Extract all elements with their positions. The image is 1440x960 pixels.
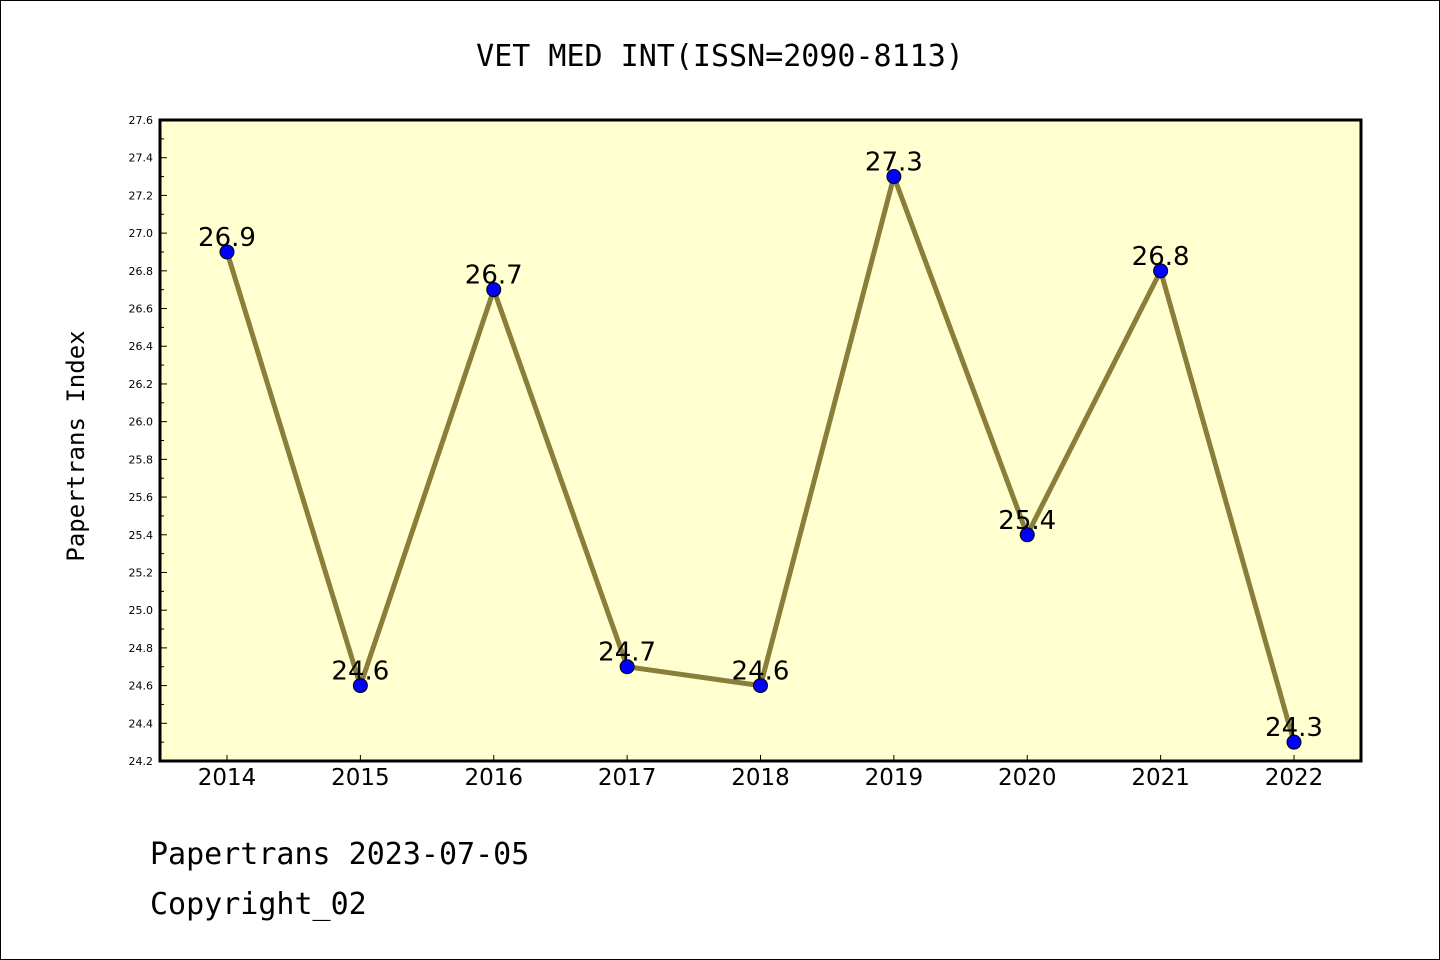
x-tick-label: 2018 [731, 765, 790, 791]
data-label: 25.4 [998, 506, 1056, 536]
data-label: 26.8 [1132, 242, 1190, 272]
data-label: 24.3 [1265, 713, 1323, 743]
footer-date: Papertrans 2023-07-05 [150, 837, 529, 872]
y-axis-label: Papertrans Index [62, 330, 90, 561]
y-tick-label: 24.4 [129, 717, 154, 730]
data-label: 24.6 [732, 657, 790, 687]
y-axis: 24.2 24.4 24.6 24.8 25.0 25.2 25.4 25.6 25.8 26.0… [129, 114, 167, 768]
x-tick-label: 2015 [331, 765, 390, 791]
data-label: 26.7 [465, 261, 523, 291]
y-tick-label: 26.8 [129, 265, 154, 278]
y-tick-label: 26.6 [129, 303, 154, 316]
y-tick-label: 26.4 [129, 340, 154, 353]
y-tick-label: 27.6 [129, 114, 154, 127]
data-labels: 26.9 24.6 26.7 24.7 24.6 27.3 25.4 26.8 24.3 [198, 148, 1323, 744]
y-tick-label: 24.2 [129, 755, 154, 768]
x-axis: 2014 2015 2016 2017 2018 2019 2020 2021 2022 [198, 755, 1324, 791]
x-tick-label: 2019 [865, 765, 924, 791]
data-point [753, 678, 768, 694]
y-tick-label: 25.2 [129, 566, 154, 579]
data-point [1019, 527, 1035, 543]
data-point [219, 244, 235, 260]
x-tick-label: 2016 [464, 765, 523, 791]
x-tick-label: 2022 [1265, 765, 1324, 791]
y-tick-label: 25.8 [129, 453, 154, 466]
y-tick-label: 27.2 [129, 189, 154, 202]
data-label: 24.6 [331, 657, 389, 687]
y-tick-label: 24.8 [129, 642, 154, 655]
y-tick-label: 27.0 [129, 227, 154, 240]
y-tick-label: 25.0 [129, 604, 154, 617]
x-tick-label: 2020 [998, 765, 1057, 791]
data-point [1286, 734, 1302, 750]
y-tick-label: 25.4 [129, 529, 154, 542]
y-tick-label: 26.0 [129, 416, 154, 429]
data-point [619, 659, 635, 675]
data-point [352, 678, 368, 694]
chart-title: VET MED INT(ISSN=2090-8113) [476, 39, 964, 74]
y-tick-label: 27.4 [129, 152, 154, 165]
y-tick-label: 24.6 [129, 680, 154, 693]
series-line-group [219, 169, 1302, 750]
footer-copyright: Copyright_02 [150, 887, 367, 922]
data-label: 24.7 [598, 638, 656, 668]
x-tick-label: 2017 [598, 765, 657, 791]
data-label: 26.9 [198, 223, 256, 253]
data-point [886, 169, 902, 185]
x-tick-label: 2021 [1131, 765, 1190, 791]
y-tick-label: 25.6 [129, 491, 154, 504]
y-tick-label: 26.2 [129, 378, 154, 391]
data-label: 27.3 [865, 148, 923, 178]
plot-area [158, 118, 1363, 763]
x-tick-label: 2014 [198, 765, 257, 791]
data-point [1153, 263, 1169, 279]
data-point [486, 282, 502, 298]
